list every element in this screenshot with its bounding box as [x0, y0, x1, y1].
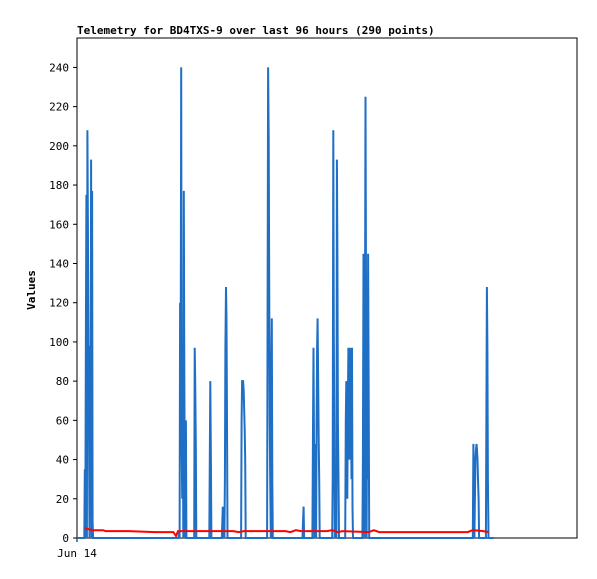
y-tick-label: 200: [49, 140, 69, 153]
series-line-2: [84, 527, 489, 539]
y-axis-label: Values: [25, 270, 38, 310]
y-tick-label: 0: [62, 532, 69, 545]
y-tick-label: 240: [49, 61, 69, 74]
y-tick-label: 220: [49, 101, 69, 114]
y-tick-label: 180: [49, 179, 69, 192]
series-layer: [77, 67, 494, 539]
y-tick-label: 40: [56, 454, 69, 467]
y-tick-label: 20: [56, 493, 69, 506]
y-tick-label: 80: [56, 375, 69, 388]
x-tick-label: Jun 14: [57, 547, 97, 560]
y-tick-label: 100: [49, 336, 69, 349]
y-tick-label: 160: [49, 218, 69, 231]
chart-title: Telemetry for BD4TXS-9 over last 96 hour…: [77, 24, 435, 37]
y-tick-label: 140: [49, 257, 69, 270]
series-line-1: [77, 67, 494, 539]
y-tick-label: 60: [56, 414, 69, 427]
plot-area: [76, 37, 578, 539]
y-axis: 0 20 40 60 80 100 120 140 160 180 200 220 240: [49, 61, 77, 545]
y-tick-label: 120: [49, 297, 69, 310]
